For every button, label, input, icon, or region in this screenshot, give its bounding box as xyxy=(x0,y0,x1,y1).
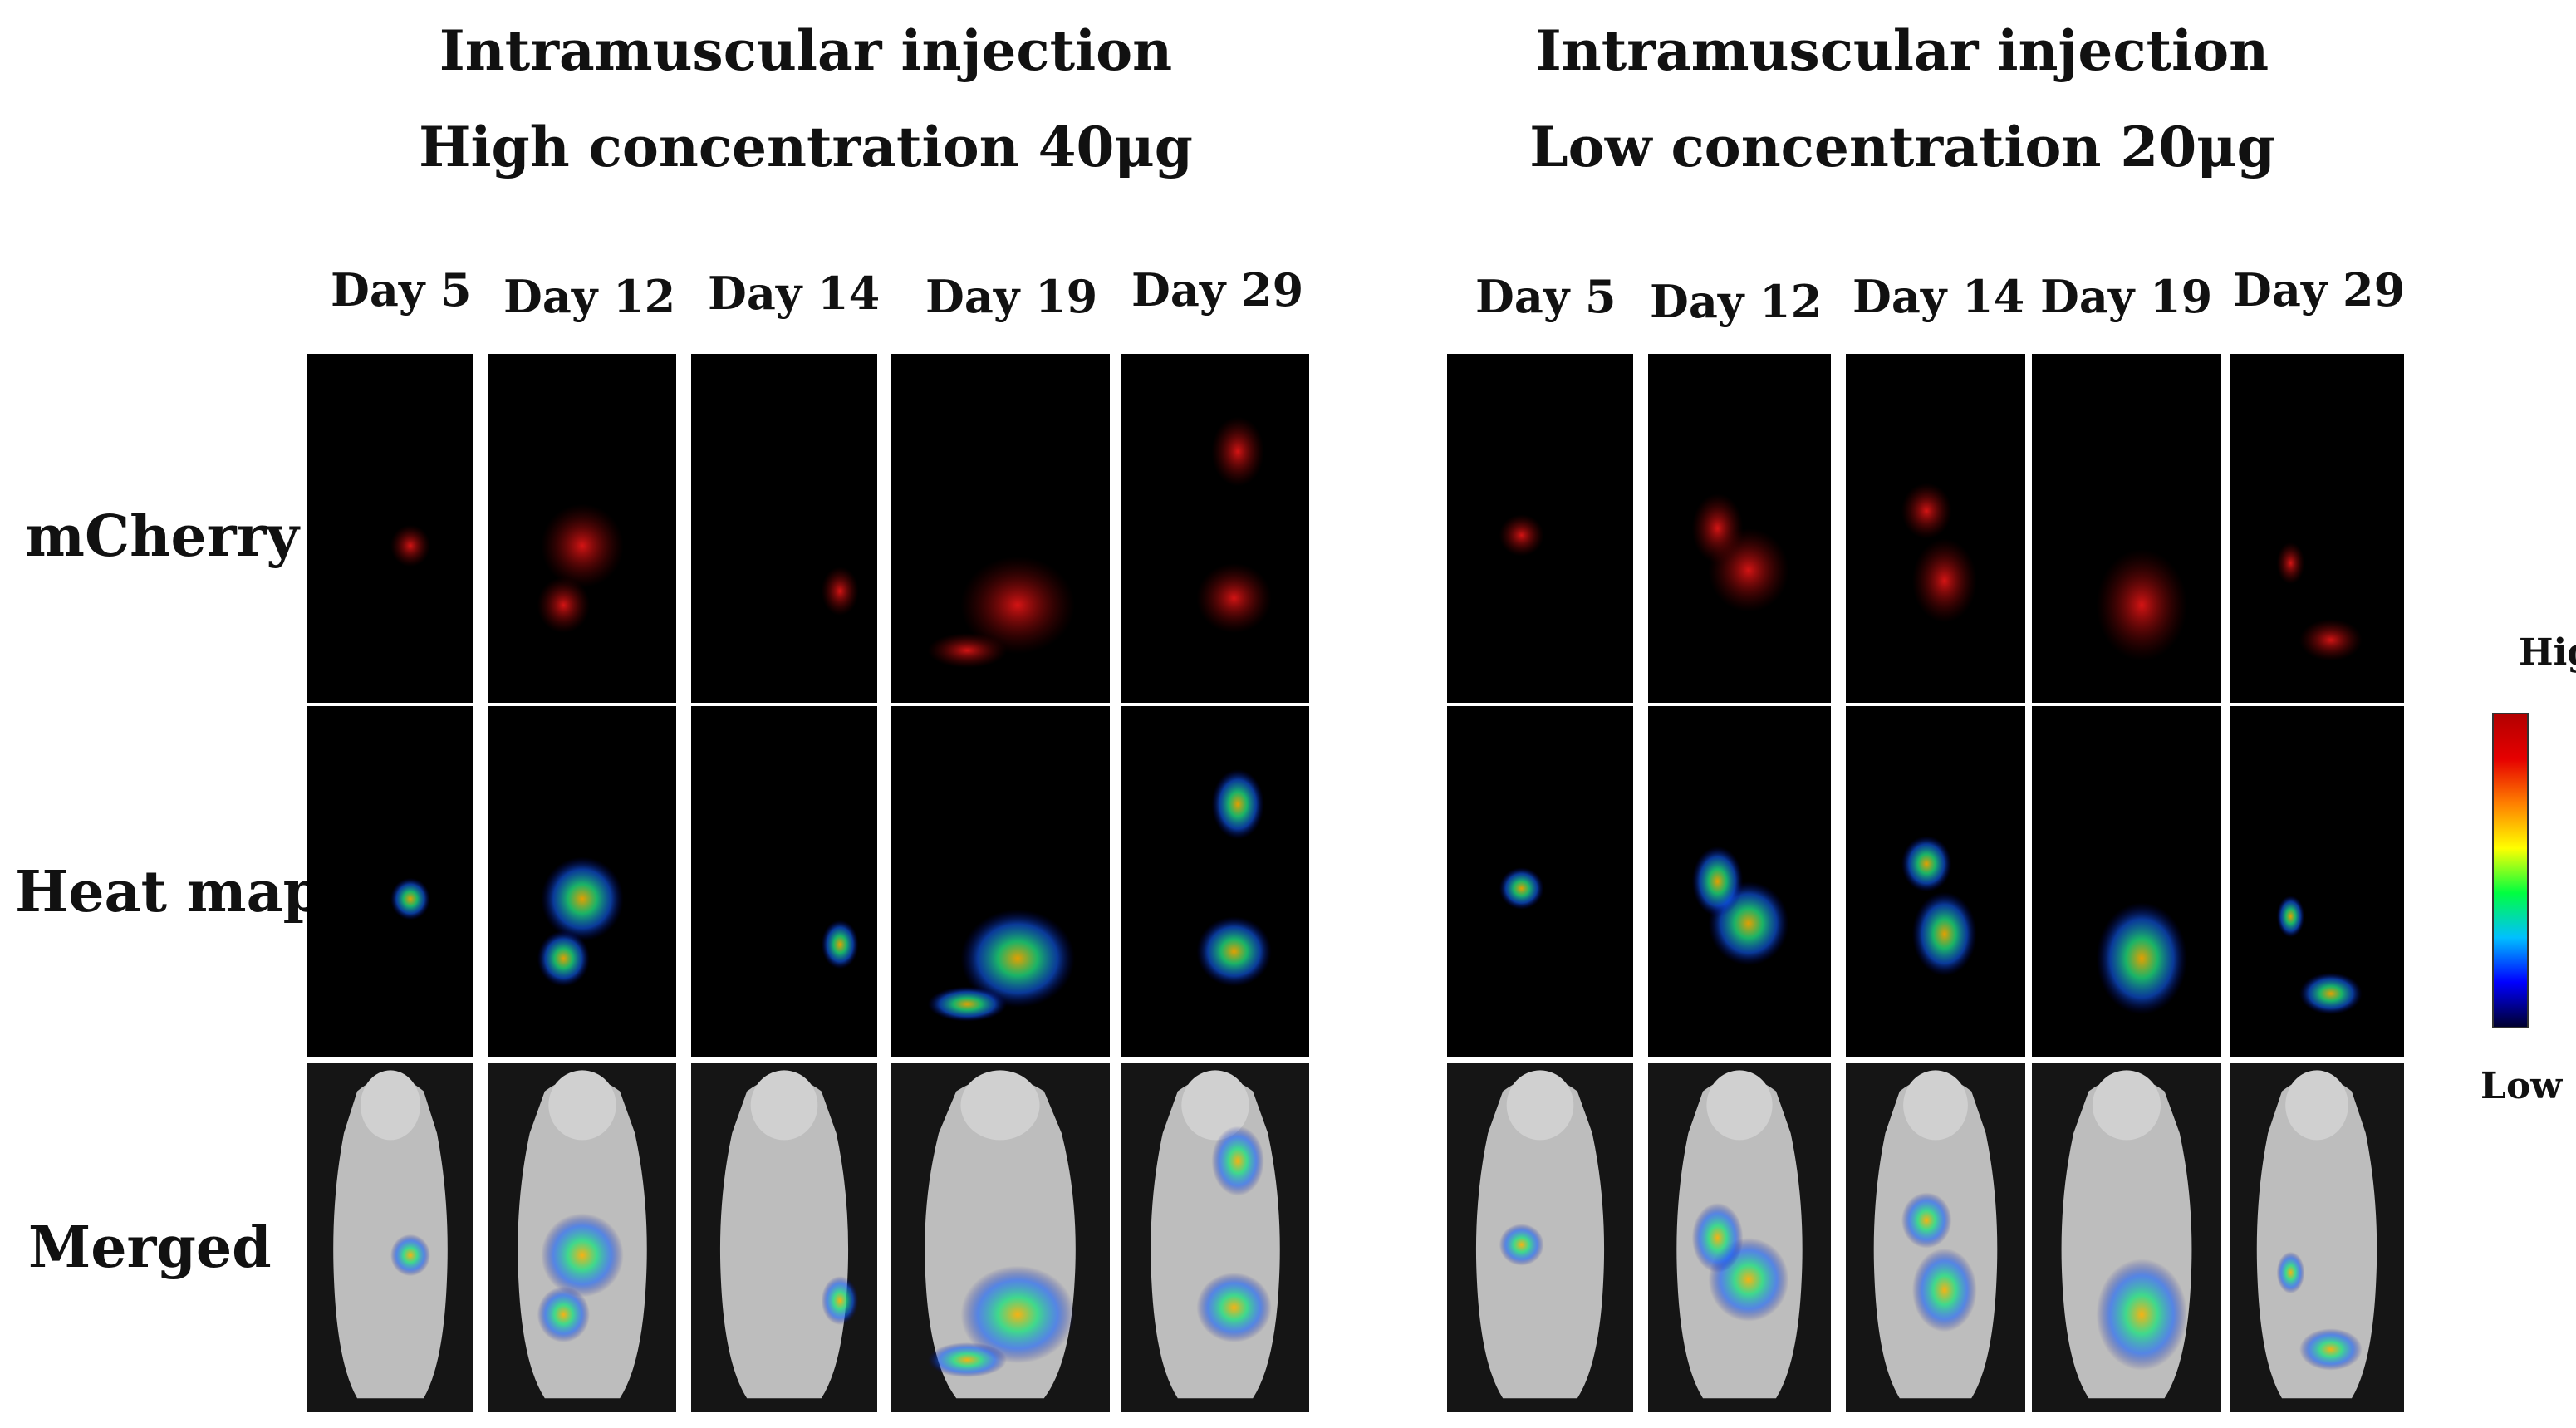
day-label-high-4: Day 19 xyxy=(925,270,1098,323)
panel-high-day2-mcherry xyxy=(488,354,676,703)
row-label-heatmap: Heat map xyxy=(15,859,323,925)
scale-high-label: High xyxy=(2519,631,2576,674)
day-label-high-3: Day 14 xyxy=(708,267,881,320)
panel-low-day2-heatmap xyxy=(1648,706,1831,1057)
day-label-low-4: Day 19 xyxy=(2040,270,2213,323)
panel-high-day5-merged xyxy=(1121,1063,1309,1412)
heat-color-scale xyxy=(2492,713,2529,1028)
scale-low-label: Low xyxy=(2480,1065,2563,1107)
panel-low-day4-mcherry xyxy=(2032,354,2221,703)
panel-high-day1-mcherry xyxy=(307,354,473,703)
panel-low-day5-mcherry xyxy=(2230,354,2404,703)
panel-low-day5-merged xyxy=(2230,1063,2404,1412)
panel-low-day1-mcherry xyxy=(1447,354,1633,703)
panel-low-day5-heatmap xyxy=(2230,706,2404,1057)
day-label-low-2: Day 12 xyxy=(1650,275,1823,328)
panel-low-day2-mcherry xyxy=(1648,354,1831,703)
group-title-high-line2: High concentration 40μg xyxy=(419,115,1193,179)
panel-high-day3-heatmap xyxy=(691,706,877,1057)
mouse-body xyxy=(2256,1077,2377,1399)
panel-high-day4-merged xyxy=(891,1063,1110,1412)
group-title-low-line1: Intramuscular injection xyxy=(1535,18,2269,83)
day-label-high-2: Day 12 xyxy=(503,270,676,323)
panel-low-day4-merged xyxy=(2032,1063,2221,1412)
panel-high-day5-mcherry xyxy=(1121,354,1309,703)
day-label-low-1: Day 5 xyxy=(1475,270,1617,323)
day-label-low-3: Day 14 xyxy=(1852,270,2025,323)
day-label-low-5: Day 29 xyxy=(2233,263,2406,317)
panel-high-day5-heatmap xyxy=(1121,706,1309,1057)
panel-high-day3-mcherry xyxy=(691,354,877,703)
panel-high-day1-heatmap xyxy=(307,706,473,1057)
row-label-mcherry: mCherry xyxy=(25,503,299,570)
panel-low-day1-merged xyxy=(1447,1063,1633,1412)
panel-high-day1-merged xyxy=(307,1063,473,1412)
panel-high-day2-heatmap xyxy=(488,706,676,1057)
group-title-low-line2: Low concentration 20μg xyxy=(1529,115,2275,179)
mouse-body xyxy=(333,1077,448,1399)
day-label-high-1: Day 5 xyxy=(331,263,472,317)
panel-low-day3-merged xyxy=(1846,1063,2025,1412)
panel-low-day1-heatmap xyxy=(1447,706,1633,1057)
row-label-merged: Merged xyxy=(28,1215,272,1281)
panel-low-day3-mcherry xyxy=(1846,354,2025,703)
panel-high-day3-merged xyxy=(691,1063,877,1412)
panel-high-day4-heatmap xyxy=(891,706,1110,1057)
day-label-high-5: Day 29 xyxy=(1131,263,1304,317)
mouse-body xyxy=(719,1077,849,1399)
panel-low-day2-merged xyxy=(1648,1063,1831,1412)
panel-low-day4-heatmap xyxy=(2032,706,2221,1057)
group-title-high-line1: Intramuscular injection xyxy=(439,18,1173,83)
panel-low-day3-heatmap xyxy=(1846,706,2025,1057)
panel-high-day2-merged xyxy=(488,1063,676,1412)
panel-high-day4-mcherry xyxy=(891,354,1110,703)
